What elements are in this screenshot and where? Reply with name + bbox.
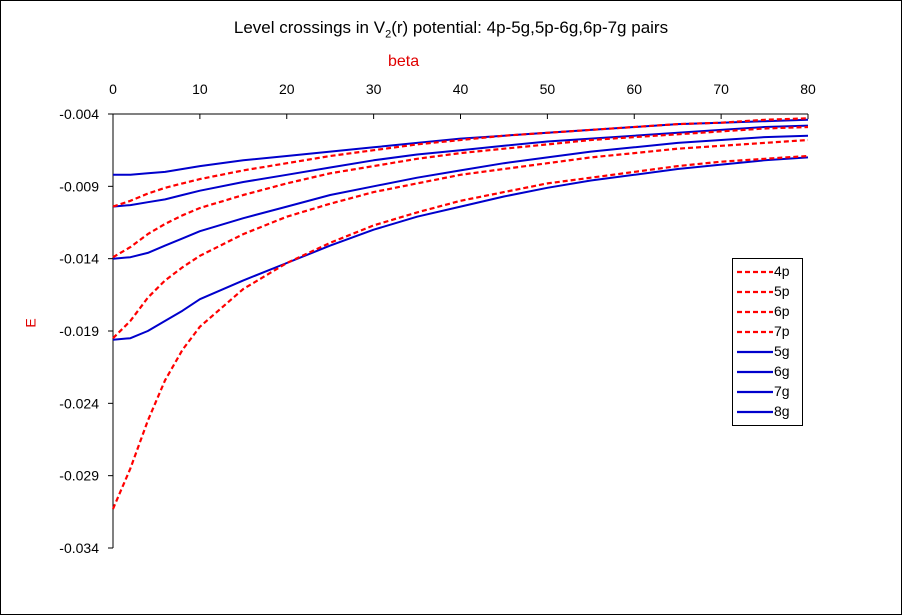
series-line-8g bbox=[113, 118, 809, 176]
x-tick-label: 30 bbox=[366, 81, 382, 97]
legend-item-7p: 7p bbox=[733, 322, 802, 342]
legend: 4p 5p 6p 7p 5g 6g 7g 8g bbox=[732, 258, 803, 426]
legend-swatch bbox=[737, 270, 773, 274]
legend-label: 7p bbox=[774, 323, 790, 339]
legend-item-5p: 5p bbox=[733, 282, 802, 302]
y-tick-label: -0.024 bbox=[59, 395, 99, 411]
x-tick-label: 40 bbox=[453, 81, 469, 97]
legend-label: 5p bbox=[774, 283, 790, 299]
series-line-7g bbox=[112, 124, 809, 208]
y-tick-label: -0.029 bbox=[59, 468, 99, 484]
x-tick-label: 10 bbox=[192, 81, 208, 97]
series-line-7p bbox=[112, 117, 809, 208]
y-tick-label: -0.004 bbox=[59, 106, 99, 122]
legend-item-6p: 6p bbox=[733, 302, 802, 322]
legend-swatch bbox=[737, 410, 773, 414]
legend-label: 5g bbox=[774, 343, 790, 359]
legend-label: 8g bbox=[774, 403, 790, 419]
series-line-5g bbox=[112, 156, 809, 341]
legend-swatch bbox=[737, 290, 773, 294]
series-line-6g bbox=[112, 134, 809, 260]
series-line-5p bbox=[112, 138, 809, 339]
chart-title-suffix: (r) potential: 4p-5g,5p-6g,6p-7g pairs bbox=[391, 18, 669, 37]
legend-swatch bbox=[737, 310, 773, 314]
y-tick-label: -0.009 bbox=[59, 178, 99, 194]
legend-label: 7g bbox=[774, 383, 790, 399]
y-tick-label: -0.034 bbox=[59, 540, 99, 556]
legend-item-7g: 7g bbox=[733, 382, 802, 402]
series-line-4p bbox=[111, 154, 809, 510]
legend-item-8g: 8g bbox=[733, 402, 802, 422]
chart-title-subscript: 2 bbox=[385, 28, 392, 41]
chart-title: Level crossings in V2(r) potential: 4p-5… bbox=[0, 18, 902, 40]
x-tick-label: 60 bbox=[626, 81, 642, 97]
x-tick-label: 20 bbox=[279, 81, 295, 97]
y-tick-label: -0.019 bbox=[59, 323, 99, 339]
y-tick-label: -0.014 bbox=[59, 251, 99, 267]
legend-swatch bbox=[737, 390, 773, 394]
legend-swatch bbox=[737, 330, 773, 334]
x-axis-label: beta bbox=[388, 53, 420, 70]
legend-item-6g: 6g bbox=[733, 362, 802, 382]
legend-swatch bbox=[737, 370, 773, 374]
x-tick-label: 80 bbox=[800, 81, 816, 97]
legend-label: 6p bbox=[774, 303, 790, 319]
chart-title-prefix: Level crossings in V bbox=[233, 18, 386, 37]
x-tick-label: 50 bbox=[540, 81, 556, 97]
legend-label: 6g bbox=[774, 363, 790, 379]
x-tick-label: 0 bbox=[109, 81, 117, 97]
legend-item-5g: 5g bbox=[733, 342, 802, 362]
legend-item-4p: 4p bbox=[733, 262, 802, 282]
legend-swatch bbox=[737, 350, 773, 354]
series-line-6p bbox=[112, 125, 809, 259]
x-tick-label: 70 bbox=[713, 81, 729, 97]
legend-label: 4p bbox=[774, 263, 790, 279]
